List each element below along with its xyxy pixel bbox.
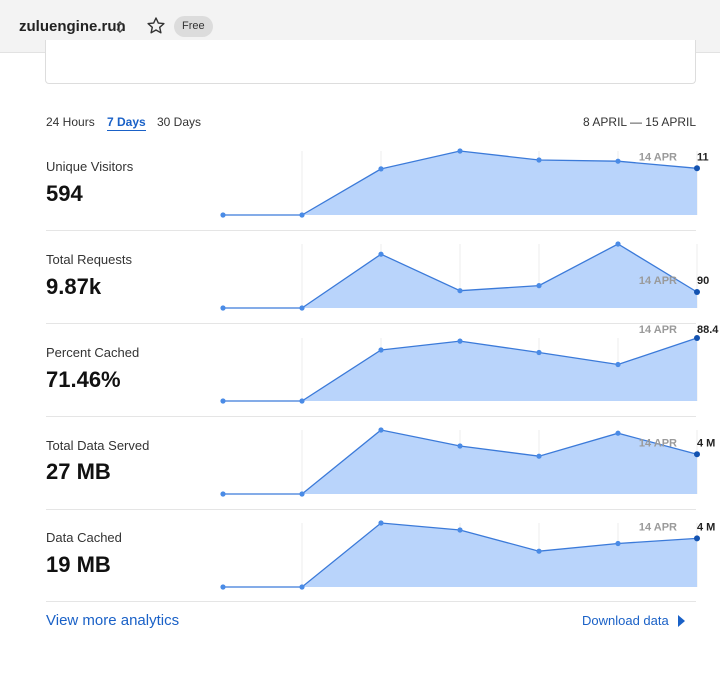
metric-value-total-requests: 9.87k	[46, 274, 102, 299]
chart-point	[615, 158, 621, 164]
chart-point	[220, 491, 226, 497]
view-more-analytics-link[interactable]: View more analytics	[46, 612, 180, 629]
chart-tooltip-date: 14 APR	[639, 151, 677, 163]
metric-label-unique-visitors: Unique Visitors	[46, 159, 134, 174]
download-data-link[interactable]: Download data	[582, 613, 669, 628]
date-range: 8 APRIL — 15 APRIL	[583, 115, 696, 129]
chart-point	[299, 584, 305, 590]
chart-point	[457, 527, 463, 533]
chart-point-highlighted	[694, 289, 700, 295]
chart-point	[220, 212, 226, 218]
previous-card	[45, 40, 696, 84]
chart-tooltip-value: 88.4	[697, 324, 719, 336]
chart-point-highlighted	[694, 335, 700, 341]
metric-label-total-requests: Total Requests	[46, 252, 132, 267]
chart-point	[299, 491, 305, 497]
chart-tooltip-value: 4 M	[697, 521, 715, 533]
row-divider	[46, 509, 696, 510]
chart-point	[299, 305, 305, 311]
chart-point	[457, 338, 463, 344]
row-divider	[46, 601, 696, 602]
chart-area	[223, 244, 697, 308]
chart-tooltip-date: 14 APR	[639, 275, 677, 287]
chart-tooltip-value: 4 M	[697, 437, 715, 449]
chart-point	[536, 349, 542, 356]
metric-label-percent-cached: Percent Cached	[46, 345, 140, 360]
chart-point	[536, 453, 542, 459]
chart-area	[223, 151, 697, 215]
metric-value-unique-visitors: 594	[46, 181, 83, 206]
star-icon[interactable]	[146, 16, 166, 36]
domain-name[interactable]: zuluengine.run	[19, 18, 126, 35]
chart-point	[299, 398, 305, 404]
chevron-up-down-icon[interactable]	[114, 19, 126, 35]
chart-tooltip-value: 90	[697, 275, 709, 287]
chart-tooltip-date: 14 APR	[639, 437, 677, 449]
chart-point	[299, 212, 305, 218]
chart-point	[615, 540, 621, 547]
chart-area	[223, 338, 697, 401]
plan-badge: Free	[174, 16, 213, 37]
metric-label-data-cached: Data Cached	[46, 530, 122, 545]
chart-point	[220, 584, 226, 590]
chart-point	[536, 548, 542, 554]
chart-point	[220, 398, 226, 404]
chart-point	[457, 288, 463, 294]
chart-area	[223, 430, 697, 494]
tab-30-days[interactable]: 30 Days	[157, 115, 202, 129]
metric-value-total-data-served: 27 MB	[46, 459, 111, 484]
chart-point	[378, 251, 384, 257]
metric-label-total-data-served: Total Data Served	[46, 438, 150, 453]
chart-point	[457, 148, 463, 154]
row-divider	[46, 230, 696, 231]
chart-point	[457, 443, 463, 449]
chart-point-highlighted	[694, 451, 700, 458]
chart-point	[615, 241, 621, 247]
play-right-icon[interactable]	[677, 614, 686, 627]
row-divider	[46, 416, 696, 417]
chart-point	[536, 283, 542, 289]
chart-area	[223, 523, 697, 587]
chart-tooltip-date: 14 APR	[639, 324, 677, 336]
chart-point	[378, 166, 384, 172]
chart-point	[220, 305, 226, 311]
chart-point	[378, 520, 384, 526]
chart-point-highlighted	[694, 535, 700, 542]
chart-point	[536, 157, 542, 163]
chart-point-highlighted	[694, 165, 700, 172]
row-divider	[46, 323, 696, 324]
chart-point	[615, 361, 621, 368]
chart-tooltip-date: 14 APR	[639, 521, 677, 533]
tab-24-hours[interactable]: 24 Hours	[46, 115, 95, 129]
chart-point	[378, 427, 384, 433]
chart-point	[378, 347, 384, 353]
chart-point	[615, 430, 621, 436]
tab-7-days[interactable]: 7 Days	[107, 115, 146, 131]
metric-value-data-cached: 19 MB	[46, 552, 111, 577]
chart-tooltip-value: 11	[697, 151, 709, 163]
metric-value-percent-cached: 71.46%	[46, 367, 121, 392]
